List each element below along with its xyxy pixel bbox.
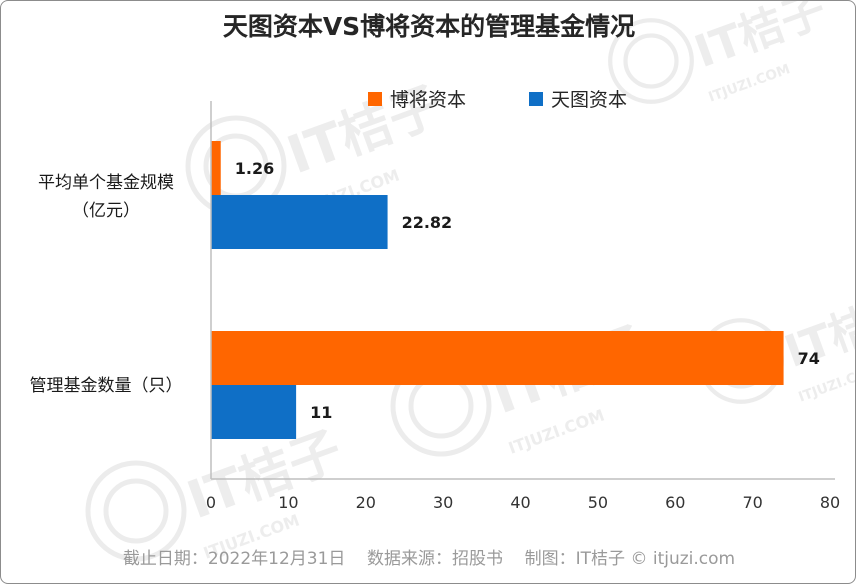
data-label: 1.26 [235,159,274,178]
x-tick-label: 0 [206,493,216,512]
category-label: 管理基金数量（只） [30,376,183,396]
x-tick-label: 70 [742,493,762,512]
legend: 博将资本 天图资本 [368,89,627,111]
legend-item: 天图资本 [529,89,627,111]
legend-swatch [368,92,382,106]
bar-bojiang-0 [211,141,221,195]
bar-tiantu-1 [211,385,297,439]
x-tick-label: 20 [356,493,376,512]
plot-area: 1.26 74 22.82 11 平均单个基金规模 （亿元） 管理基金数量（只） [30,141,820,439]
data-label: 11 [310,403,332,422]
category-label: 平均单个基金规模 [38,173,174,193]
category-label: （亿元） [72,201,140,221]
x-tick-label: 60 [665,493,685,512]
legend-label: 博将资本 [390,89,466,111]
legend-label: 天图资本 [551,89,627,111]
footer-note: 截止日期：2022年12月31日 数据来源：招股书 制图：IT桔子 © itju… [123,549,735,569]
x-tick-label: 10 [278,493,298,512]
watermark-brand: IT桔子 [688,1,832,78]
x-axis: 0 10 20 30 40 50 60 70 80 [206,101,840,512]
x-tick-label: 50 [588,493,608,512]
x-tick-label: 30 [433,493,453,512]
bar-bojiang-1 [211,331,784,385]
data-label: 74 [798,349,820,368]
legend-swatch [529,92,543,106]
x-tick-label: 40 [510,493,530,512]
chart-title: 天图资本VS博将资本的管理基金情况 [223,12,635,41]
x-tick-label: 80 [820,493,840,512]
legend-item: 博将资本 [368,89,466,111]
bar-tiantu-0 [211,195,388,249]
data-label: 22.82 [402,213,453,232]
